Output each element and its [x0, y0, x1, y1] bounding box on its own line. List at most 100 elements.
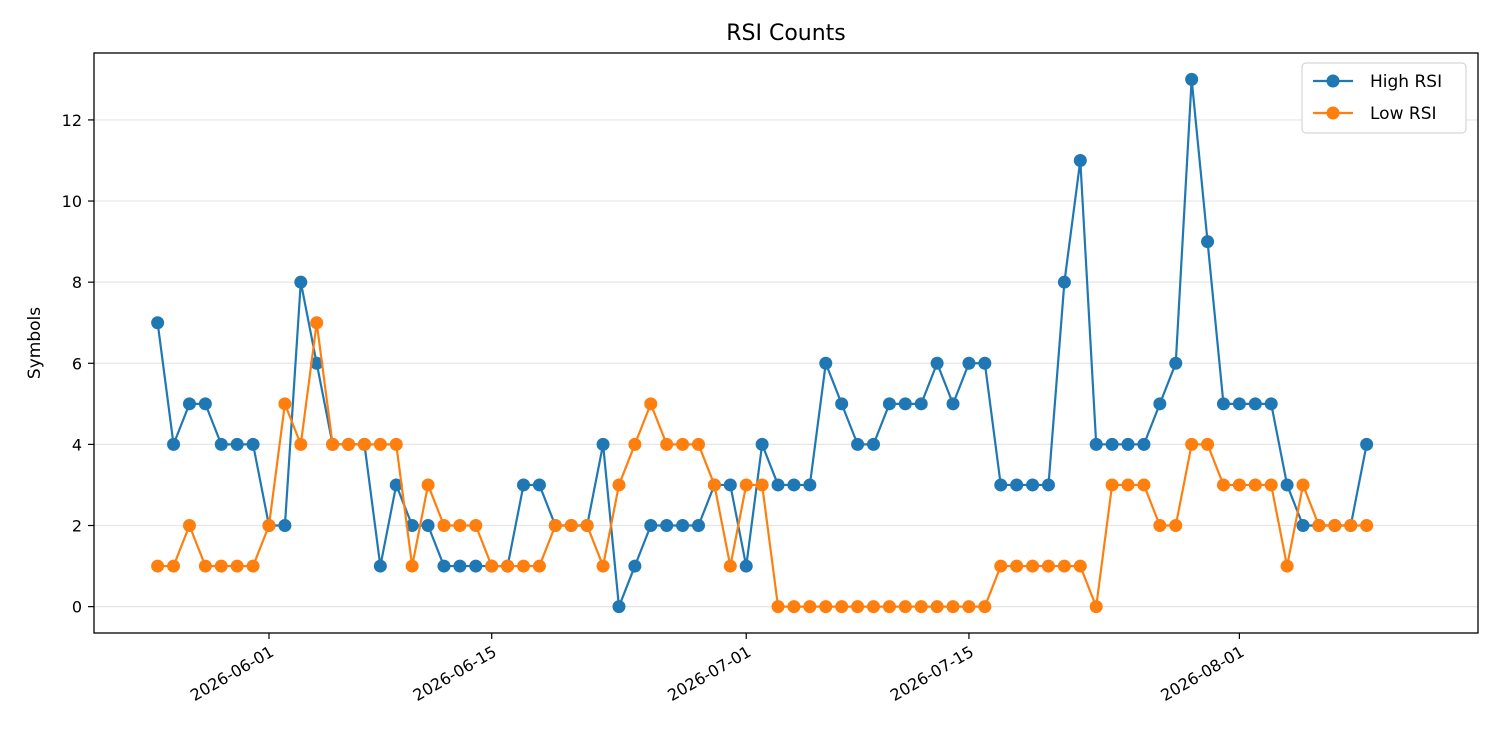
data-point-low-rsi	[1041, 559, 1055, 573]
data-point-low-rsi	[246, 559, 260, 573]
series-line-low-rsi	[157, 321, 1367, 608]
data-point-low-rsi	[851, 600, 865, 614]
data-point-high-rsi	[866, 437, 880, 451]
data-point-low-rsi	[819, 600, 833, 614]
data-point-low-rsi	[326, 437, 340, 451]
data-point-high-rsi	[612, 600, 626, 614]
data-point-low-rsi	[739, 478, 753, 492]
data-point-high-rsi	[1264, 397, 1278, 411]
x-tick-label: 2026-06-01	[187, 642, 277, 705]
data-point-low-rsi	[692, 437, 706, 451]
legend-low-rsi-label: Low RSI	[1370, 104, 1437, 124]
data-point-high-rsi	[294, 275, 308, 289]
data-point-high-rsi	[1121, 437, 1135, 451]
grid-lines	[94, 119, 1478, 608]
data-point-low-rsi	[1216, 478, 1230, 492]
data-point-high-rsi	[994, 478, 1008, 492]
data-point-low-rsi	[294, 437, 308, 451]
x-tick-label: 2026-06-15	[410, 642, 500, 705]
data-point-low-rsi	[1328, 519, 1342, 533]
data-point-low-rsi	[1280, 559, 1294, 573]
data-point-high-rsi	[914, 397, 928, 411]
data-point-high-rsi	[1010, 478, 1024, 492]
chart-title: RSI Counts	[726, 21, 846, 46]
data-point-high-rsi	[373, 559, 387, 573]
data-point-low-rsi	[1344, 519, 1358, 533]
legend: High RSI Low RSI	[1301, 62, 1467, 134]
y-tick-label: 8	[72, 273, 82, 292]
data-point-low-rsi	[660, 437, 674, 451]
data-point-high-rsi	[469, 559, 483, 573]
y-tick-label: 4	[72, 435, 82, 454]
data-point-high-rsi	[755, 437, 769, 451]
data-point-low-rsi	[437, 519, 451, 533]
data-point-low-rsi	[1153, 519, 1167, 533]
data-point-low-rsi	[771, 600, 785, 614]
data-point-high-rsi	[1137, 437, 1151, 451]
data-point-low-rsi	[405, 559, 419, 573]
data-point-low-rsi	[1073, 559, 1087, 573]
data-point-low-rsi	[962, 600, 976, 614]
data-point-low-rsi	[151, 559, 165, 573]
data-point-low-rsi	[214, 559, 228, 573]
data-point-high-rsi	[739, 559, 753, 573]
data-point-low-rsi	[644, 397, 658, 411]
data-point-high-rsi	[453, 559, 467, 573]
data-point-high-rsi	[692, 519, 706, 533]
series-high-rsi	[151, 72, 1374, 614]
plot-frame	[93, 52, 1479, 634]
data-point-high-rsi	[198, 397, 212, 411]
data-point-high-rsi	[151, 316, 165, 330]
data-point-low-rsi	[994, 559, 1008, 573]
data-point-low-rsi	[1185, 437, 1199, 451]
data-point-high-rsi	[962, 356, 976, 370]
data-point-high-rsi	[1280, 478, 1294, 492]
data-point-low-rsi	[198, 559, 212, 573]
data-point-high-rsi	[230, 437, 244, 451]
y-axis-label: Symbols	[25, 307, 45, 379]
data-point-low-rsi	[548, 519, 562, 533]
data-point-high-rsi	[978, 356, 992, 370]
data-point-low-rsi	[501, 559, 515, 573]
data-point-high-rsi	[930, 356, 944, 370]
y-tick-label: 0	[72, 598, 82, 617]
data-point-high-rsi	[421, 519, 435, 533]
data-point-low-rsi	[1105, 478, 1119, 492]
data-point-high-rsi	[723, 478, 737, 492]
data-point-low-rsi	[914, 600, 928, 614]
data-point-high-rsi	[1360, 437, 1374, 451]
data-point-high-rsi	[803, 478, 817, 492]
data-point-high-rsi	[182, 397, 196, 411]
data-point-low-rsi	[707, 478, 721, 492]
data-point-low-rsi	[342, 437, 356, 451]
legend-high-rsi-marker	[1326, 74, 1340, 88]
y-tick-label: 12	[62, 111, 82, 130]
data-point-low-rsi	[596, 559, 610, 573]
data-point-high-rsi	[1026, 478, 1040, 492]
x-tick-label: 2026-07-01	[664, 642, 754, 705]
data-point-high-rsi	[898, 397, 912, 411]
data-point-low-rsi	[1089, 600, 1103, 614]
data-point-low-rsi	[373, 437, 387, 451]
data-point-low-rsi	[278, 397, 292, 411]
data-point-high-rsi	[676, 519, 690, 533]
data-point-high-rsi	[819, 356, 833, 370]
data-point-high-rsi	[405, 519, 419, 533]
data-point-high-rsi	[1057, 275, 1071, 289]
data-point-low-rsi	[1360, 519, 1374, 533]
data-point-high-rsi	[517, 478, 531, 492]
legend-high-rsi-label: High RSI	[1370, 72, 1442, 92]
data-point-low-rsi	[310, 316, 324, 330]
data-point-high-rsi	[882, 397, 896, 411]
data-point-low-rsi	[628, 437, 642, 451]
data-point-high-rsi	[660, 519, 674, 533]
data-point-low-rsi	[532, 559, 546, 573]
data-point-low-rsi	[580, 519, 594, 533]
data-point-low-rsi	[787, 600, 801, 614]
series-low-rsi	[151, 316, 1374, 614]
data-point-high-rsi	[278, 519, 292, 533]
data-point-high-rsi	[835, 397, 849, 411]
data-point-low-rsi	[357, 437, 371, 451]
data-point-high-rsi	[167, 437, 181, 451]
data-point-low-rsi	[755, 478, 769, 492]
